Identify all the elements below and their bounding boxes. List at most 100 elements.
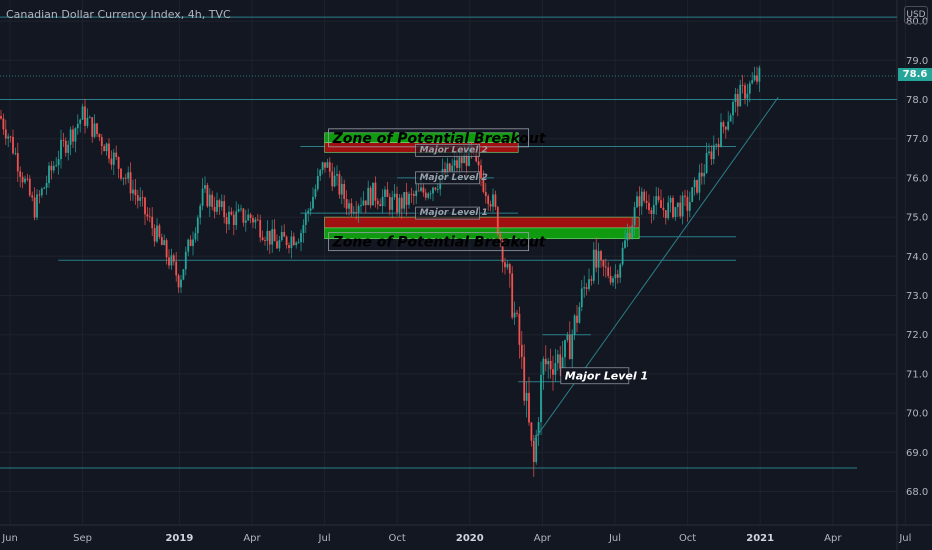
- candle-body: [410, 193, 413, 195]
- x-tick-label: 2021: [746, 533, 774, 544]
- candle-body: [196, 217, 199, 234]
- candle-body: [602, 259, 605, 267]
- candle-body: [52, 165, 55, 171]
- candle-body: [415, 190, 418, 196]
- candle-body: [427, 193, 430, 198]
- candle-body: [391, 197, 394, 210]
- candle-body: [528, 392, 530, 423]
- candle-body: [520, 344, 523, 357]
- candle-body: [398, 197, 401, 213]
- candle-body: [172, 255, 175, 262]
- candle-body: [436, 189, 439, 190]
- candle-body: [573, 315, 576, 335]
- candle-body: [165, 240, 168, 258]
- candle-body: [24, 178, 26, 183]
- candle-body: [674, 207, 677, 218]
- candle-body: [288, 245, 290, 249]
- candle-body: [319, 170, 322, 176]
- candle-body: [388, 196, 391, 210]
- candle-body: [612, 278, 614, 283]
- candle-body: [376, 200, 379, 205]
- candle-body: [220, 201, 223, 208]
- candle-body: [352, 211, 355, 214]
- x-tick-label: Jul: [898, 533, 911, 544]
- candle-body: [530, 422, 533, 441]
- candle-body: [348, 203, 350, 209]
- candle-body: [717, 144, 720, 147]
- candle-body: [235, 211, 238, 225]
- candle-body: [645, 200, 648, 203]
- candle-body: [386, 189, 389, 197]
- candle-body: [146, 214, 149, 217]
- candle-body: [237, 209, 240, 212]
- candle-body: [741, 84, 744, 86]
- candle-body: [465, 154, 468, 166]
- candle-body: [525, 392, 528, 401]
- candle-body: [681, 195, 684, 217]
- candle-body: [463, 154, 466, 164]
- candle-body: [120, 168, 122, 179]
- candle-body: [482, 178, 485, 192]
- candle-body: [408, 193, 410, 205]
- candle-body: [225, 217, 228, 225]
- y-tick-label: 68.0: [906, 487, 928, 498]
- candle-body: [578, 307, 581, 323]
- candle-body: [422, 187, 425, 193]
- candle-body: [595, 249, 598, 268]
- candle-body: [240, 208, 242, 210]
- candle-body: [638, 196, 641, 207]
- candle-body: [129, 172, 132, 194]
- candle-body: [304, 213, 307, 225]
- candle-body: [271, 229, 274, 245]
- candle-body: [396, 193, 398, 213]
- candle-body: [496, 207, 499, 234]
- candle-body: [151, 216, 154, 229]
- candle-body: [506, 264, 509, 268]
- candle-body: [43, 187, 46, 189]
- candle-body: [616, 274, 619, 278]
- annotation-label: Major Level 1: [565, 370, 648, 383]
- currency-button[interactable]: USD: [904, 6, 928, 24]
- candle-body: [657, 196, 660, 201]
- candle-body: [700, 172, 703, 177]
- candle-body: [110, 158, 113, 165]
- candle-body: [216, 200, 218, 212]
- candle-body: [756, 75, 758, 82]
- candle-body: [650, 210, 653, 215]
- candle-body: [2, 118, 5, 130]
- y-tick-label: 72.0: [906, 330, 928, 341]
- candle-body: [484, 191, 487, 197]
- candle-body: [504, 262, 506, 268]
- candle-body: [501, 240, 504, 263]
- candle-body: [492, 194, 494, 207]
- candle-body: [153, 228, 156, 242]
- candle-body: [676, 202, 679, 208]
- candle-body: [664, 210, 667, 219]
- candle-body: [280, 231, 283, 241]
- candle-body: [748, 83, 751, 94]
- zone-top-band: [324, 216, 640, 229]
- x-tick-label: 2020: [456, 533, 484, 544]
- candle-body: [189, 239, 192, 246]
- candle-body: [81, 106, 84, 120]
- chart-title: Canadian Dollar Currency Index, 4h, TVC: [6, 8, 231, 21]
- candle-body: [583, 287, 586, 289]
- candle-body: [252, 217, 254, 223]
- zone-bottom-band: [324, 227, 640, 239]
- candle-body: [532, 440, 535, 463]
- annotation-label: Major Level 2: [420, 173, 488, 183]
- y-tick-label: 69.0: [906, 448, 928, 459]
- candle-body: [338, 174, 341, 195]
- candle-body: [724, 126, 727, 130]
- candle-body: [679, 202, 682, 217]
- candle-body: [614, 274, 617, 279]
- candle-body: [684, 195, 686, 197]
- candle-body: [160, 237, 163, 246]
- candle-body: [55, 165, 58, 166]
- candle-body: [175, 261, 178, 276]
- candle-body: [297, 242, 300, 243]
- candle-body: [372, 182, 374, 206]
- candle-body: [736, 93, 739, 107]
